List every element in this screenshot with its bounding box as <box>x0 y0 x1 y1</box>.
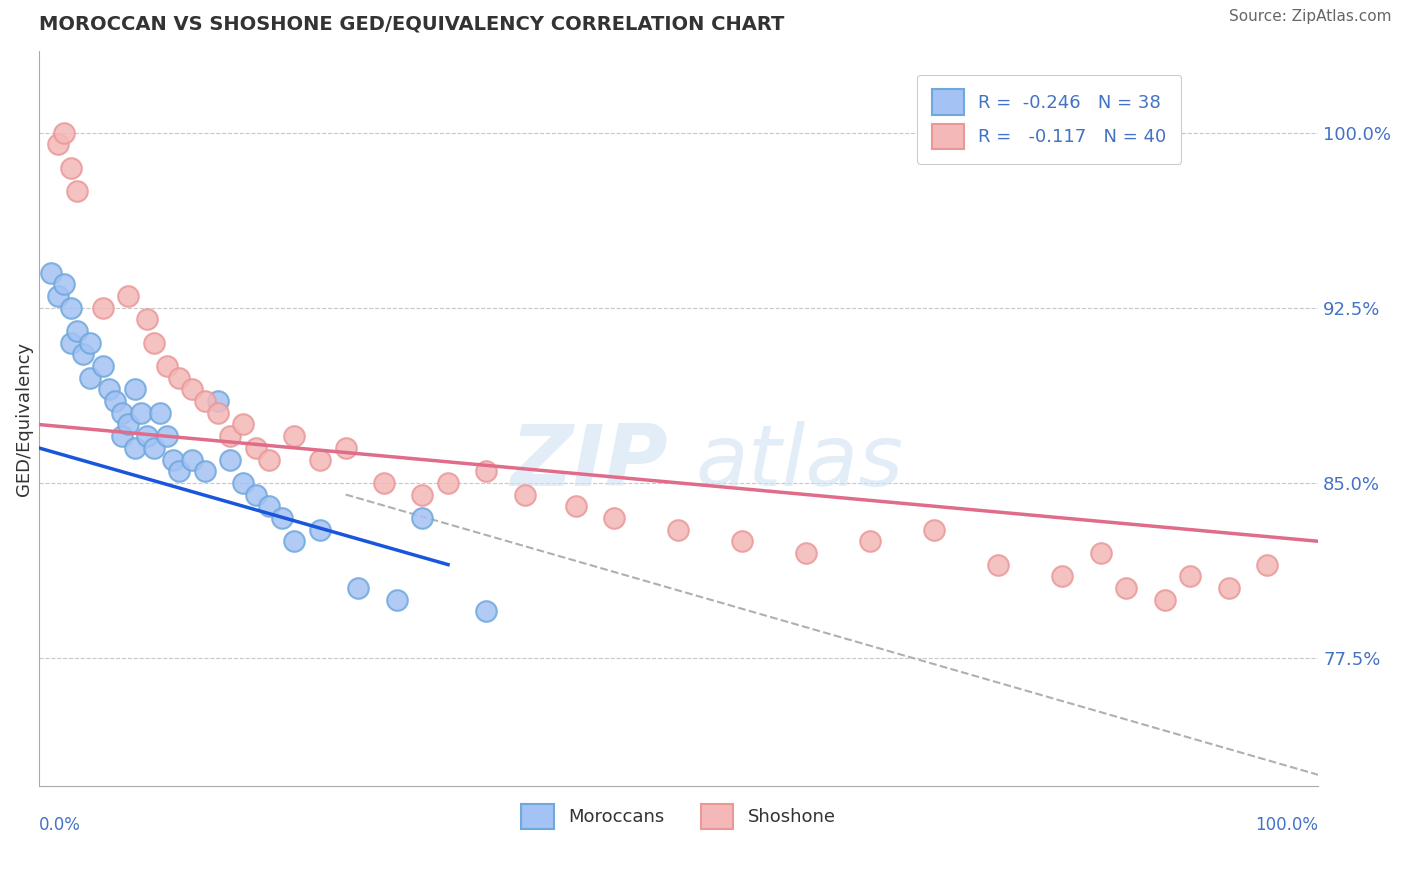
Point <box>245 441 267 455</box>
Point <box>181 383 204 397</box>
Point <box>66 184 89 198</box>
Point <box>41 266 63 280</box>
Point <box>1090 546 1112 560</box>
Point <box>181 452 204 467</box>
Y-axis label: GED/Equivalency: GED/Equivalency <box>15 342 32 496</box>
Point <box>59 301 82 315</box>
Point <box>194 464 217 478</box>
Point <box>97 383 120 397</box>
Point <box>987 558 1010 572</box>
Point <box>565 500 588 514</box>
Text: atlas: atlas <box>696 421 904 504</box>
Point <box>245 487 267 501</box>
Point <box>142 441 165 455</box>
Point <box>155 429 177 443</box>
Text: 100.0%: 100.0% <box>1256 816 1319 834</box>
Point <box>475 604 498 618</box>
Point <box>194 394 217 409</box>
Point <box>232 475 254 490</box>
Point <box>437 475 460 490</box>
Point <box>373 475 395 490</box>
Point <box>513 487 536 501</box>
Point <box>1153 592 1175 607</box>
Text: Source: ZipAtlas.com: Source: ZipAtlas.com <box>1229 9 1392 24</box>
Point <box>91 301 114 315</box>
Point <box>283 534 305 549</box>
Point <box>129 406 152 420</box>
Point <box>207 406 229 420</box>
Point <box>309 452 332 467</box>
Point <box>411 511 433 525</box>
Point <box>124 383 146 397</box>
Point <box>53 277 76 292</box>
Point <box>79 335 101 350</box>
Point <box>1050 569 1073 583</box>
Point <box>411 487 433 501</box>
Point <box>117 417 139 432</box>
Point <box>347 581 370 595</box>
Point <box>124 441 146 455</box>
Point <box>59 161 82 175</box>
Point <box>922 523 945 537</box>
Point <box>59 335 82 350</box>
Point <box>162 452 184 467</box>
Point <box>72 347 94 361</box>
Point <box>1218 581 1240 595</box>
Point <box>169 371 191 385</box>
Text: ZIP: ZIP <box>510 421 668 504</box>
Point <box>46 137 69 152</box>
Point <box>142 335 165 350</box>
Point <box>207 394 229 409</box>
Legend: Moroccans, Shoshone: Moroccans, Shoshone <box>515 797 842 837</box>
Point <box>136 312 159 326</box>
Point <box>169 464 191 478</box>
Text: 0.0%: 0.0% <box>38 816 80 834</box>
Point <box>309 523 332 537</box>
Point <box>859 534 882 549</box>
Point <box>91 359 114 373</box>
Point <box>1180 569 1202 583</box>
Point <box>257 500 280 514</box>
Point <box>232 417 254 432</box>
Point <box>79 371 101 385</box>
Point <box>111 406 134 420</box>
Point <box>66 324 89 338</box>
Point <box>270 511 292 525</box>
Point <box>385 592 408 607</box>
Point <box>794 546 817 560</box>
Point <box>219 429 242 443</box>
Point <box>149 406 172 420</box>
Point <box>475 464 498 478</box>
Point <box>1115 581 1137 595</box>
Point <box>219 452 242 467</box>
Point <box>53 126 76 140</box>
Point <box>111 429 134 443</box>
Point <box>666 523 689 537</box>
Point <box>257 452 280 467</box>
Point <box>155 359 177 373</box>
Point <box>104 394 127 409</box>
Point <box>117 289 139 303</box>
Point <box>731 534 754 549</box>
Point <box>335 441 357 455</box>
Point <box>603 511 626 525</box>
Text: MOROCCAN VS SHOSHONE GED/EQUIVALENCY CORRELATION CHART: MOROCCAN VS SHOSHONE GED/EQUIVALENCY COR… <box>38 15 785 34</box>
Point <box>283 429 305 443</box>
Point <box>46 289 69 303</box>
Point <box>136 429 159 443</box>
Point <box>1256 558 1278 572</box>
